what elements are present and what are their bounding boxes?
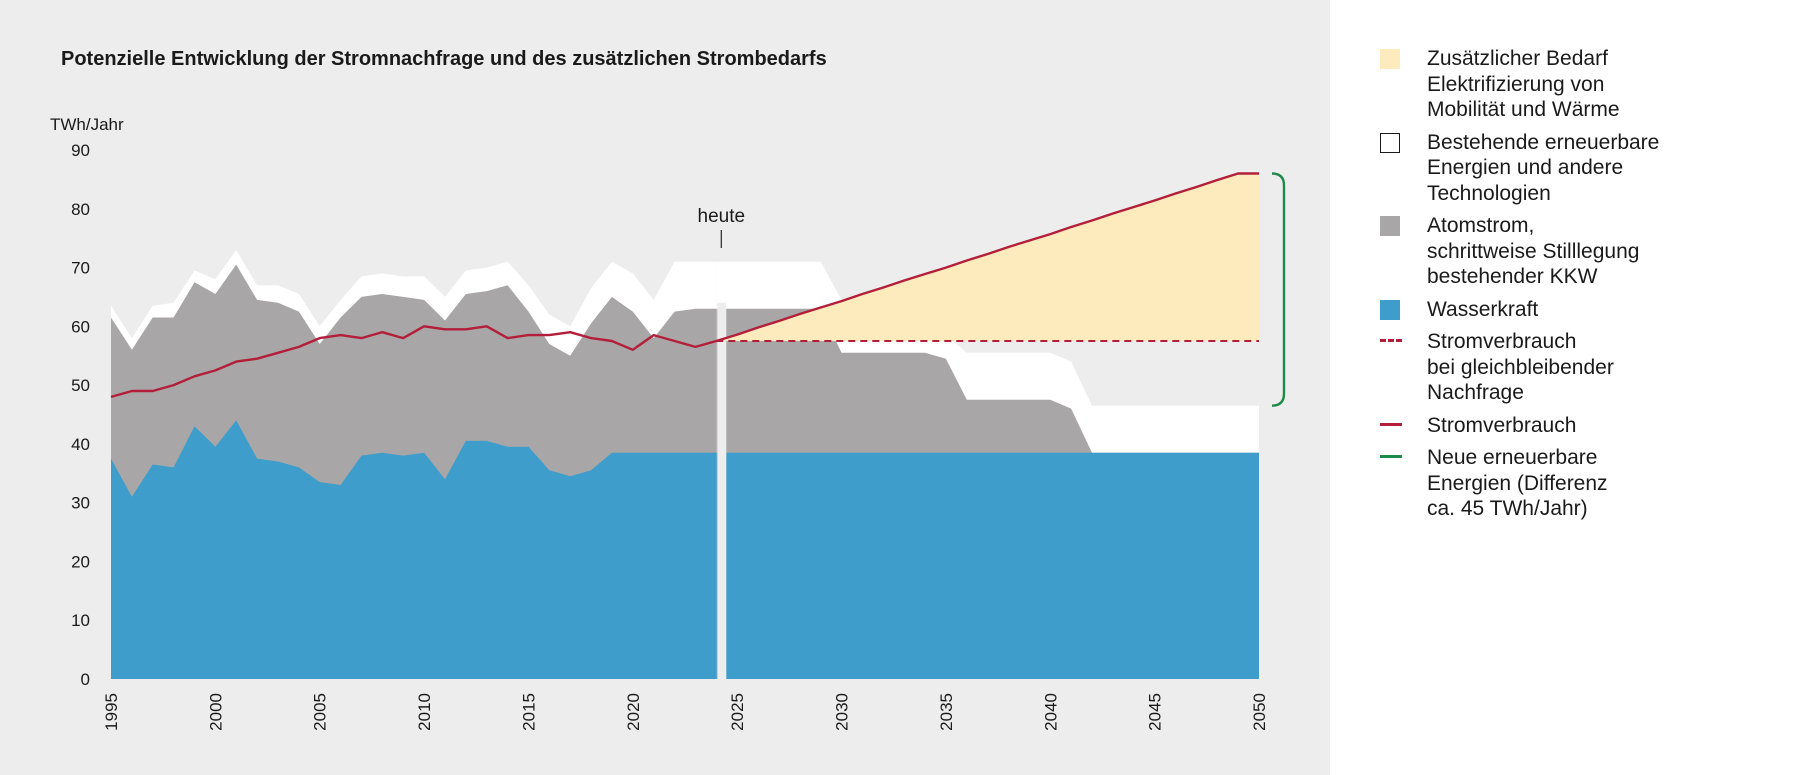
x-tick-label: 2035 [937,693,956,731]
legend-label-verbrauch-gleichbleibend: Stromverbrauch bei gleichbleibender Nach… [1427,330,1614,404]
legend-item-stromverbrauch: Stromverbrauch [1380,413,1800,439]
x-tick-label: 2005 [311,693,330,731]
legend: Zusätzlicher Bedarf Elektrifizierung von… [1380,46,1800,529]
x-tick-label: 2030 [833,693,852,731]
y-tick-label: 80 [71,200,90,219]
y-tick-label: 20 [71,552,90,571]
legend-swatch-neue-erneuerbare [1380,455,1402,458]
area-zusaetzlicher-bedarf [716,173,1259,341]
legend-label-bestehende-erneuerbare: Bestehende erneuerbare Energien und ande… [1427,130,1660,205]
legend-item-neue-erneuerbare: Neue erneuerbare Energien (Differenz ca.… [1380,445,1800,522]
x-tick-label: 2045 [1146,693,1165,731]
y-axis-label: TWh/Jahr [50,115,124,134]
legend-label-neue-erneuerbare: Neue erneuerbare Energien (Differenz ca.… [1427,446,1608,520]
today-separator [717,302,727,679]
legend-label-atomstrom: Atomstrom, schrittweise Stilllegung best… [1427,214,1640,288]
x-tick-label: 2015 [520,693,539,731]
y-tick-label: 40 [71,435,90,454]
chart-title: Potenzielle Entwicklung der Stromnachfra… [61,48,827,70]
legend-item-wasserkraft: Wasserkraft [1380,297,1800,323]
area-wasserkraft-historisch [111,420,717,679]
y-tick-label: 50 [71,376,90,395]
legend-label-stromverbrauch: Stromverbrauch [1427,413,1577,437]
legend-item-bestehende-erneuerbare: Bestehende erneuerbare Energien und ande… [1380,130,1800,207]
y-tick-label: 10 [71,611,90,630]
legend-swatch-stromverbrauch [1380,422,1402,426]
x-tick-label: 2000 [206,693,225,731]
legend-item-atomstrom: Atomstrom, schrittweise Stilllegung best… [1380,213,1800,290]
y-tick-label: 60 [71,317,90,336]
legend-item-verbrauch-gleichbleibend: Stromverbrauch bei gleichbleibender Nach… [1380,329,1800,406]
legend-swatch-verbrauch-gleichbleibend [1380,339,1402,342]
legend-swatch-bestehende-erneuerbare [1380,132,1400,153]
x-tick-label: 2025 [728,693,747,731]
legend-swatch-atomstrom [1380,216,1400,236]
legend-swatch-zusaetzlicher-bedarf [1380,49,1400,69]
chart-panel: heute TWh/Jahr 0 10 20 30 40 50 60 70 80 90 1995 2000… [0,0,1330,775]
area-wasserkraft-prognose [716,452,1259,679]
x-tick-label: 2050 [1250,693,1269,731]
x-tick-label: 2020 [624,693,643,731]
legend-item-zusaetzlicher-bedarf: Zusätzlicher Bedarf Elektrifizierung von… [1380,46,1800,123]
y-tick-label: 0 [81,670,90,689]
today-label: heute [698,206,746,227]
bracket-neue-erneuerbare [1271,172,1286,407]
y-tick-label: 30 [71,494,90,513]
x-tick-label: 1995 [102,693,121,731]
legend-label-wasserkraft: Wasserkraft [1427,297,1539,321]
legend-swatch-wasserkraft [1380,299,1400,320]
line-stromverbrauch-historisch [110,325,717,399]
x-tick-label: 2040 [1041,693,1060,731]
legend-label-zusaetzlicher-bedarf: Zusätzlicher Bedarf Elektrifizierung von… [1427,47,1620,121]
y-tick-label: 90 [71,141,90,160]
y-tick-label: 70 [71,259,90,278]
line-stromverbrauch-prognose [715,172,1259,343]
x-tick-label: 2010 [415,693,434,731]
